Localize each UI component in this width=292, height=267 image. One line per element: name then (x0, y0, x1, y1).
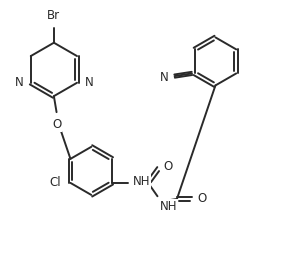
Text: O: O (164, 160, 173, 172)
Text: O: O (52, 118, 61, 131)
Text: N: N (160, 71, 169, 84)
Text: Br: Br (47, 9, 60, 22)
Text: Cl: Cl (49, 176, 61, 189)
Text: N: N (15, 76, 23, 89)
Text: NH: NH (133, 175, 150, 188)
Text: O: O (197, 193, 207, 205)
Text: NH: NH (160, 200, 178, 213)
Text: N: N (84, 76, 93, 89)
